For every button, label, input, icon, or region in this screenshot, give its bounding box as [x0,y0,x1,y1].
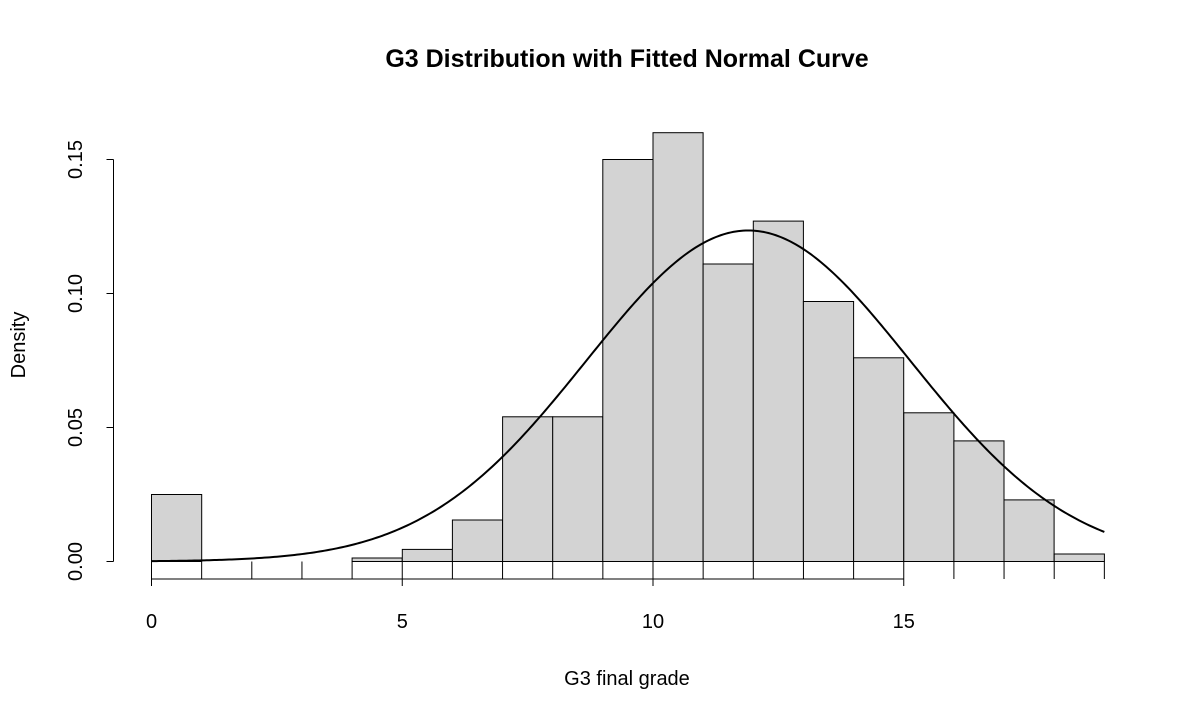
bar-16-17 [953,440,1005,562]
bar-12-13 [752,220,804,562]
y-tick-label: 0.05 [65,408,87,447]
chart-title: G3 Distribution with Fitted Normal Curve [385,45,868,73]
bar-8-9 [552,416,604,562]
bar-0-1 [151,494,203,562]
x-axis: 0 5 10 15 [146,561,1105,633]
y-axis: 0.00 0.05 0.10 0.15 [65,140,114,581]
x-tick-label: 15 [893,611,915,633]
bar-7-8 [502,416,554,562]
histogram-bars [151,132,1105,563]
normal-curve [151,229,1105,563]
bar-4-5 [351,557,403,562]
x-tick-label: 10 [642,611,664,633]
y-tick-label: 0.10 [65,274,87,313]
bar-17-18 [1003,499,1055,562]
bar-10-11 [652,132,704,562]
bar-18-19 [1053,553,1105,562]
x-tick-label: 0 [146,611,157,633]
bar-11-12 [702,263,754,562]
y-axis-label: Density [8,312,30,379]
x-axis-label: G3 final grade [564,668,690,690]
bar-15-16 [903,412,955,562]
y-tick-label: 0.15 [65,140,87,179]
bar-6-7 [451,519,504,562]
bar-14-15 [853,357,905,562]
bar-9-10 [602,159,654,562]
y-tick-label: 0.00 [65,542,87,581]
bar-5-6 [401,548,453,563]
bar-13-14 [802,301,855,562]
x-tick-label: 5 [397,611,408,633]
normal-curve-layer [151,229,1105,563]
